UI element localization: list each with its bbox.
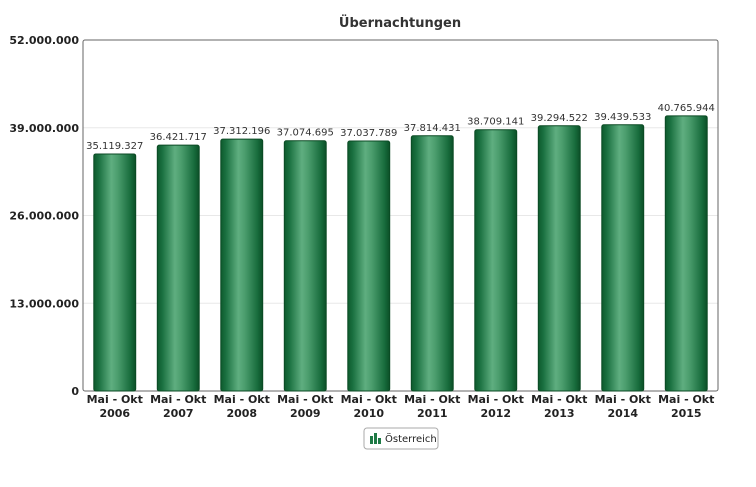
bar-chart-icon [370, 433, 381, 444]
x-tick-label: Mai - Okt 2014 [595, 393, 651, 420]
legend[interactable]: Österreich [363, 427, 439, 450]
bar[interactable] [537, 125, 581, 392]
legend-box[interactable] [363, 427, 439, 450]
data-label: 40.765.944 [658, 103, 715, 114]
y-tick-label: 0 [71, 385, 79, 398]
bars [93, 115, 708, 392]
bar[interactable] [410, 135, 454, 392]
legend-item-label[interactable]: Österreich [385, 432, 437, 445]
x-tick-label: Mai - Okt 2013 [531, 393, 587, 420]
x-tick-label: Mai - Okt 2010 [341, 393, 397, 420]
y-tick-label: 39.000.000 [9, 122, 79, 135]
data-label: 39.439.533 [594, 112, 651, 123]
y-tick-label: 52.000.000 [9, 34, 79, 47]
data-label: 37.074.695 [277, 128, 334, 139]
bar[interactable] [220, 138, 264, 392]
x-axis: Mai - Okt 2006 Mai - Okt 2007 Mai - Okt 2008 M… [87, 393, 715, 420]
data-labels: 35.119.327 36.421.717 37.312.196 37.074.695… [86, 103, 715, 152]
bar[interactable] [601, 124, 645, 392]
bar[interactable] [664, 115, 708, 392]
x-tick-label: Mai - Okt 2007 [150, 393, 206, 420]
y-axis: 0 13.000.000 26.000.000 39.000.000 52.000.00… [9, 34, 79, 398]
x-tick-label: Mai - Okt 2008 [214, 393, 270, 420]
x-tick-label: Mai - Okt 2011 [404, 393, 460, 420]
data-label: 35.119.327 [86, 141, 143, 152]
y-tick-label: 26.000.000 [9, 210, 79, 223]
x-tick-label: Mai - Okt 2012 [468, 393, 524, 420]
bar[interactable] [474, 129, 518, 392]
y-tick-label: 13.000.000 [9, 297, 79, 310]
data-label: 39.294.522 [531, 113, 588, 124]
data-label: 37.037.789 [340, 128, 397, 139]
data-label: 37.814.431 [404, 123, 461, 134]
x-tick-label: Mai - Okt 2015 [658, 393, 714, 420]
bar[interactable] [347, 140, 391, 392]
bar[interactable] [93, 153, 137, 392]
x-tick-label: Mai - Okt 2006 [87, 393, 143, 420]
data-label: 37.312.196 [213, 126, 270, 137]
chart-title: Übernachtungen [339, 15, 461, 31]
data-label: 38.709.141 [467, 117, 524, 128]
plot-area [82, 39, 719, 392]
data-label: 36.421.717 [150, 132, 207, 143]
x-tick-label: Mai - Okt 2009 [277, 393, 333, 420]
bar[interactable] [156, 144, 200, 392]
bar[interactable] [283, 140, 327, 392]
